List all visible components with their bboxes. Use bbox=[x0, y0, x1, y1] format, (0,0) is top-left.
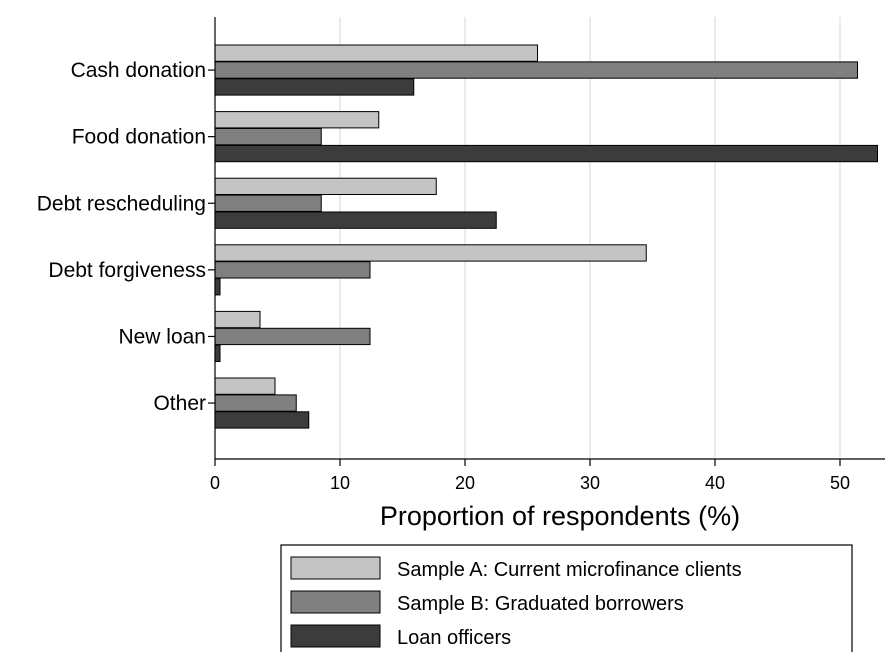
x-tick-label: 20 bbox=[455, 473, 475, 493]
bar bbox=[214, 310, 261, 329]
y-category-label: Debt rescheduling bbox=[37, 192, 206, 215]
bar bbox=[214, 78, 415, 96]
x-tick-label: 10 bbox=[330, 473, 350, 493]
bar bbox=[214, 194, 322, 212]
y-category-label: New loan bbox=[118, 325, 206, 348]
grid-lines bbox=[339, 17, 841, 459]
bar bbox=[214, 377, 276, 395]
bar bbox=[214, 144, 878, 163]
legend: Sample A: Current microfinance clients Sa… bbox=[280, 544, 853, 652]
bar bbox=[214, 394, 297, 412]
bar bbox=[214, 244, 647, 262]
bar bbox=[214, 327, 371, 346]
bar bbox=[214, 111, 380, 129]
bar bbox=[214, 261, 371, 279]
x-tick-label: 30 bbox=[580, 473, 600, 493]
bars bbox=[214, 44, 878, 429]
legend-swatch bbox=[290, 556, 381, 580]
y-category-labels: Cash donation Food donation Debt reschedul… bbox=[37, 59, 215, 415]
x-tick-label: 40 bbox=[705, 473, 725, 493]
bar bbox=[214, 211, 497, 229]
x-ticks: 0 10 20 30 40 50 bbox=[210, 459, 850, 493]
bar bbox=[214, 278, 221, 296]
y-category-label: Other bbox=[153, 392, 206, 415]
y-category-label: Debt forgiveness bbox=[48, 259, 206, 282]
x-tick-label: 50 bbox=[830, 473, 850, 493]
y-category-label: Food donation bbox=[72, 126, 206, 149]
x-axis-title: Proportion of respondents (%) bbox=[380, 501, 740, 531]
legend-label: Loan officers bbox=[397, 627, 511, 649]
legend-swatch bbox=[290, 624, 381, 648]
bar bbox=[214, 61, 858, 79]
legend-label: Sample B: Graduated borrowers bbox=[397, 593, 684, 615]
legend-label: Sample A: Current microfinance clients bbox=[397, 559, 742, 581]
bar bbox=[214, 44, 538, 62]
bar bbox=[214, 411, 310, 429]
y-category-label: Cash donation bbox=[71, 59, 206, 82]
bar bbox=[214, 128, 322, 146]
bar bbox=[214, 177, 437, 195]
x-tick-label: 0 bbox=[210, 473, 220, 493]
legend-swatch bbox=[290, 590, 381, 614]
bar bbox=[214, 344, 221, 363]
axes bbox=[214, 17, 885, 460]
